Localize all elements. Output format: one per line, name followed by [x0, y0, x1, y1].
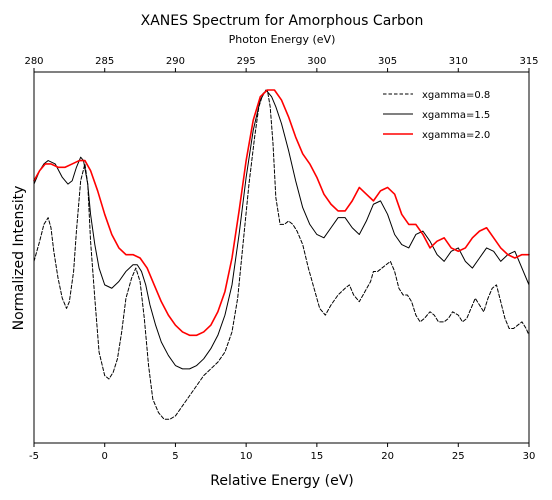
x-tick-label: 0	[102, 451, 108, 462]
x-tick-label: 25	[452, 451, 465, 462]
axis-ticks: -5 0 5 10 15 20 25 30 280 285 290 295 300 305 310 315	[24, 56, 538, 462]
x-tick-label: 20	[381, 451, 394, 462]
secondary-x-tick-label: 315	[519, 56, 538, 67]
legend: xgamma=0.8 xgamma=1.5 xgamma=2.0	[383, 90, 490, 141]
series-line-0	[33, 89, 530, 420]
chart-title: XANES Spectrum for Amorphous Carbon	[141, 13, 424, 29]
legend-label-1: xgamma=1.5	[422, 110, 490, 121]
x-tick-label: 15	[310, 451, 323, 462]
secondary-x-tick-label: 300	[307, 56, 326, 67]
secondary-x-tick-label: 305	[378, 56, 397, 67]
legend-label-0: xgamma=0.8	[422, 90, 490, 101]
legend-label-2: xgamma=2.0	[422, 130, 490, 141]
x-tick-label: -5	[29, 451, 39, 462]
x-axis-title: Relative Energy (eV)	[210, 473, 354, 489]
x-tick-label: 10	[240, 451, 253, 462]
secondary-x-tick-label: 310	[449, 56, 468, 67]
secondary-x-tick-label: 295	[237, 56, 256, 67]
secondary-x-tick-label: 290	[166, 56, 185, 67]
y-axis-title: Normalized Intensity	[11, 186, 27, 331]
secondary-x-tick-label: 285	[95, 56, 114, 67]
secondary-x-axis-title: Photon Energy (eV)	[229, 33, 336, 46]
plot-area	[33, 89, 530, 420]
series-line-1	[33, 89, 530, 370]
x-tick-label: 30	[523, 451, 536, 462]
plot-frame	[33, 71, 530, 444]
series-line-2	[33, 89, 530, 337]
secondary-x-tick-label: 280	[24, 56, 43, 67]
x-tick-label: 5	[172, 451, 178, 462]
